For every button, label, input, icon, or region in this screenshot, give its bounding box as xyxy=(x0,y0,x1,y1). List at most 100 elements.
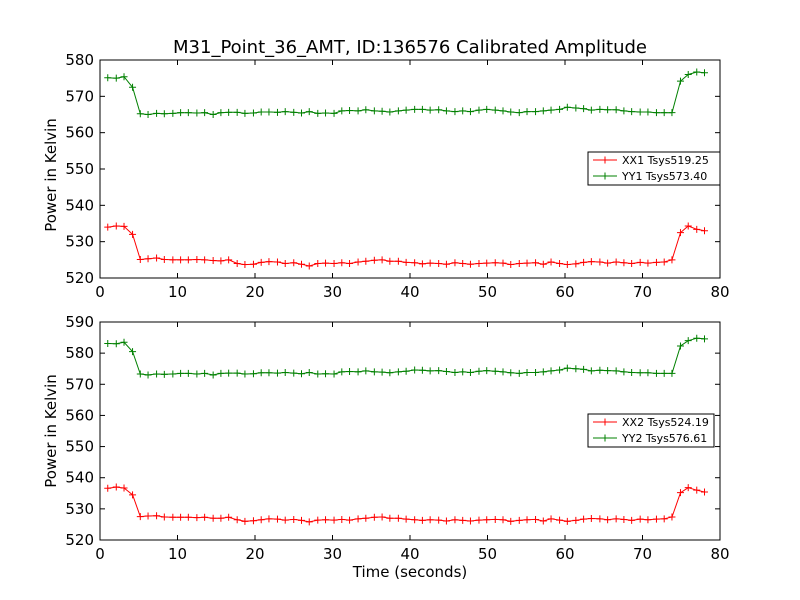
data-point xyxy=(370,107,378,115)
x-tick-label: 70 xyxy=(633,283,652,301)
data-point xyxy=(290,259,298,267)
y-tick-label: 550 xyxy=(65,438,94,456)
data-point xyxy=(491,106,499,114)
data-point xyxy=(193,255,201,263)
data-point xyxy=(346,368,354,376)
data-point xyxy=(596,258,604,266)
x-tick-label: 10 xyxy=(168,283,187,301)
data-point xyxy=(136,513,144,521)
data-point xyxy=(418,516,426,524)
data-point xyxy=(209,371,217,379)
bottom-plot: 0 10 20 30 40 50 60 70 80 520 530 540 550 560 570 580 59… xyxy=(65,313,729,563)
data-point xyxy=(177,513,185,521)
data-point xyxy=(402,106,410,114)
data-point xyxy=(402,367,410,375)
data-point xyxy=(668,513,676,521)
data-point xyxy=(177,109,185,117)
data-point xyxy=(305,108,313,116)
data-point xyxy=(281,516,289,524)
data-point xyxy=(451,108,459,116)
data-point xyxy=(153,370,161,378)
data-point xyxy=(249,260,257,268)
data-point xyxy=(394,257,402,265)
data-point xyxy=(466,368,474,376)
data-point xyxy=(475,367,483,375)
data-point xyxy=(330,109,338,117)
data-point xyxy=(249,370,257,378)
x-tick-label: 30 xyxy=(323,545,342,563)
data-point xyxy=(532,515,540,523)
data-point xyxy=(547,106,555,114)
data-point xyxy=(539,517,547,525)
data-point xyxy=(676,77,684,85)
data-point xyxy=(418,366,426,374)
data-point xyxy=(660,369,668,377)
data-point xyxy=(491,515,499,523)
data-point xyxy=(556,516,564,524)
legend: XX2 Tsys524.19 YY2 Tsys576.61 xyxy=(587,413,715,448)
data-point xyxy=(572,516,580,524)
x-tick-label: 80 xyxy=(710,545,729,563)
data-point xyxy=(652,109,660,117)
data-point xyxy=(572,365,580,373)
data-point xyxy=(652,515,660,523)
data-point xyxy=(249,517,257,525)
data-point xyxy=(273,369,281,377)
data-point xyxy=(459,516,467,524)
data-point xyxy=(426,259,434,267)
data-point xyxy=(563,103,571,111)
data-point xyxy=(596,515,604,523)
data-point xyxy=(660,515,668,523)
data-point xyxy=(129,83,137,91)
data-point xyxy=(612,515,620,523)
data-point xyxy=(305,262,313,270)
data-point xyxy=(273,108,281,116)
data-point xyxy=(676,342,684,350)
data-point xyxy=(507,261,515,269)
data-point xyxy=(628,516,636,524)
data-point xyxy=(580,365,588,373)
data-point xyxy=(507,369,515,377)
data-point xyxy=(466,108,474,116)
data-point xyxy=(160,513,168,521)
data-point xyxy=(668,369,676,377)
x-tick-label: 0 xyxy=(95,545,105,563)
data-point xyxy=(668,109,676,117)
data-point xyxy=(112,483,120,491)
data-point xyxy=(169,109,177,117)
data-point xyxy=(184,513,192,521)
data-point xyxy=(532,259,540,267)
data-point xyxy=(112,74,120,82)
data-point xyxy=(572,260,580,268)
data-point xyxy=(684,222,692,230)
data-point xyxy=(668,256,676,264)
data-point xyxy=(281,259,289,267)
data-point xyxy=(515,369,523,377)
data-point xyxy=(411,259,419,267)
data-point xyxy=(580,515,588,523)
data-point xyxy=(290,369,298,377)
legend-label: YY1 Tsys573.40 xyxy=(621,170,707,183)
data-point xyxy=(394,514,402,522)
data-point xyxy=(233,259,241,267)
data-point xyxy=(177,369,185,377)
data-point xyxy=(298,109,305,117)
data-point xyxy=(693,225,701,233)
y-tick-label: 530 xyxy=(65,500,94,518)
data-point xyxy=(144,371,152,379)
data-point xyxy=(378,513,386,521)
data-point xyxy=(370,513,378,521)
data-point xyxy=(701,335,708,343)
data-point xyxy=(370,256,378,264)
data-point xyxy=(298,516,305,524)
data-point xyxy=(233,108,241,116)
data-point xyxy=(217,514,225,522)
y-tick-label: 520 xyxy=(65,531,94,549)
data-point xyxy=(523,259,531,267)
data-point xyxy=(354,368,362,376)
legend-marker xyxy=(601,172,609,180)
data-point xyxy=(305,518,313,526)
data-point xyxy=(201,109,209,117)
data-point xyxy=(442,517,450,525)
y-tick-label: 580 xyxy=(65,344,94,362)
